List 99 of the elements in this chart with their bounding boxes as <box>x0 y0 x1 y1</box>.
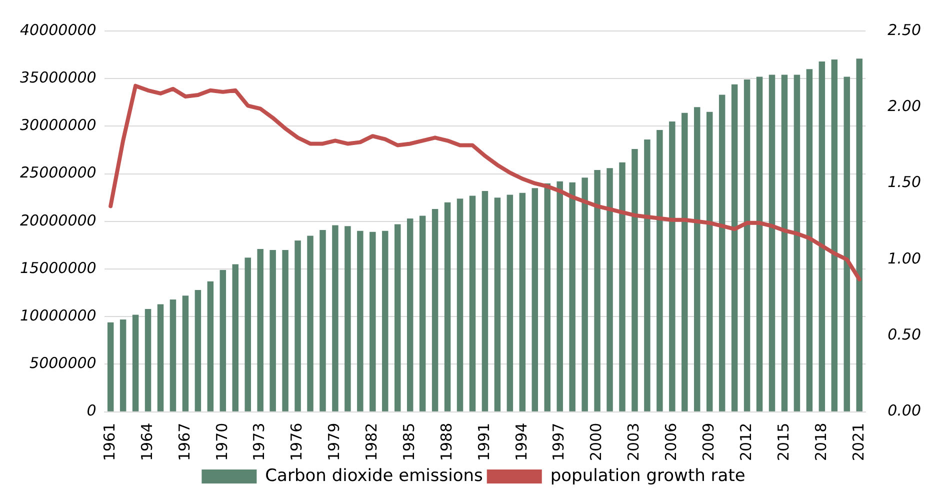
y-tick-label: 25000000 <box>20 164 96 182</box>
bar <box>232 264 239 412</box>
bar <box>582 178 588 412</box>
x-tick-label: 2003 <box>624 422 643 462</box>
bar <box>307 236 314 412</box>
bar <box>382 230 388 412</box>
x-tick-label: 2015 <box>774 422 792 462</box>
x-tick-label: 1985 <box>400 422 418 462</box>
x-tick-label: 2006 <box>662 422 680 462</box>
legend-label: population growth rate <box>550 466 746 486</box>
bar <box>506 194 514 412</box>
bar <box>194 290 202 412</box>
y-tick-label: 35000000 <box>20 68 96 86</box>
bar <box>370 232 376 412</box>
y-tick-label: 40000000 <box>20 20 96 39</box>
bar <box>781 74 788 412</box>
bar <box>157 304 164 412</box>
y-tick-label: 0 <box>86 402 96 420</box>
bar <box>831 60 838 412</box>
bar <box>469 196 476 412</box>
y-tick-label: 30000000 <box>20 116 96 134</box>
y-tick-label: 5000000 <box>30 354 96 372</box>
x-tick-label: 1988 <box>437 422 456 462</box>
bar <box>682 112 688 412</box>
bar <box>144 309 152 412</box>
bar <box>844 76 850 412</box>
bar <box>532 188 538 412</box>
bar <box>444 202 451 412</box>
bar <box>132 314 139 412</box>
bar <box>182 296 189 412</box>
y2-tick-label: 0.00 <box>888 402 922 420</box>
bar <box>357 230 364 412</box>
bar <box>694 107 700 412</box>
bar <box>619 162 626 412</box>
bar <box>756 76 763 412</box>
bar <box>406 218 414 412</box>
bar <box>794 74 800 412</box>
bar <box>544 183 550 412</box>
bar <box>768 74 776 412</box>
bar <box>456 198 464 412</box>
x-tick-label: 1967 <box>175 422 194 462</box>
bar <box>207 281 214 412</box>
bar <box>170 299 176 412</box>
x-tick-label: 1973 <box>250 422 268 462</box>
x-tick-label: 1997 <box>550 422 568 462</box>
bar <box>332 225 338 412</box>
y2-tick-label: 1.50 <box>888 173 922 192</box>
y2-tick-label: 0.50 <box>888 326 922 344</box>
bar <box>320 230 326 412</box>
bar <box>394 224 401 412</box>
bar <box>419 216 426 412</box>
y2-tick-label: 2.00 <box>888 97 922 116</box>
x-tick-label: 1979 <box>325 422 344 462</box>
x-tick-label: 1982 <box>362 422 381 462</box>
bar <box>718 94 726 412</box>
x-tick-label: 2021 <box>849 422 868 462</box>
bar <box>806 69 813 412</box>
x-tick-label: 1994 <box>512 422 530 462</box>
bar <box>344 226 351 412</box>
bar <box>856 58 862 412</box>
y-tick-label: 10000000 <box>20 306 96 325</box>
x-tick-label: 2009 <box>700 422 718 462</box>
bar <box>632 149 638 412</box>
x-tick-label: 1964 <box>138 422 156 462</box>
x-tick-label: 2000 <box>587 422 606 462</box>
bar <box>606 168 613 412</box>
y-tick-label: 20000000 <box>20 211 96 230</box>
x-tick-label: 2018 <box>812 422 830 462</box>
bar <box>432 209 438 412</box>
bar <box>107 322 114 412</box>
bar <box>656 130 663 412</box>
y2-tick-label: 1.00 <box>888 249 922 268</box>
bar <box>257 249 264 412</box>
bar <box>519 192 526 412</box>
bar <box>594 170 600 412</box>
bar <box>120 319 126 412</box>
bar <box>569 182 576 412</box>
bar <box>482 190 488 412</box>
bar <box>244 258 251 412</box>
bar <box>669 121 676 412</box>
bar <box>282 250 288 412</box>
bar <box>294 240 301 412</box>
bar <box>818 61 826 412</box>
bar <box>744 80 750 412</box>
x-tick-label: 1976 <box>288 422 306 462</box>
y2-tick-label: 2.50 <box>888 20 922 39</box>
bar <box>556 181 563 412</box>
bar <box>706 112 713 412</box>
x-tick-label: 2012 <box>736 422 755 462</box>
x-tick-label: 1991 <box>474 422 493 462</box>
x-tick-label: 1970 <box>212 422 231 462</box>
bar <box>494 198 501 412</box>
bar <box>220 270 226 412</box>
bar <box>644 140 650 412</box>
y-tick-label: 15000000 <box>20 258 96 277</box>
bar <box>270 250 276 412</box>
x-tick-label: 1961 <box>100 422 118 462</box>
legend-label: Carbon dioxide emissions <box>265 466 484 486</box>
bar <box>731 84 738 412</box>
